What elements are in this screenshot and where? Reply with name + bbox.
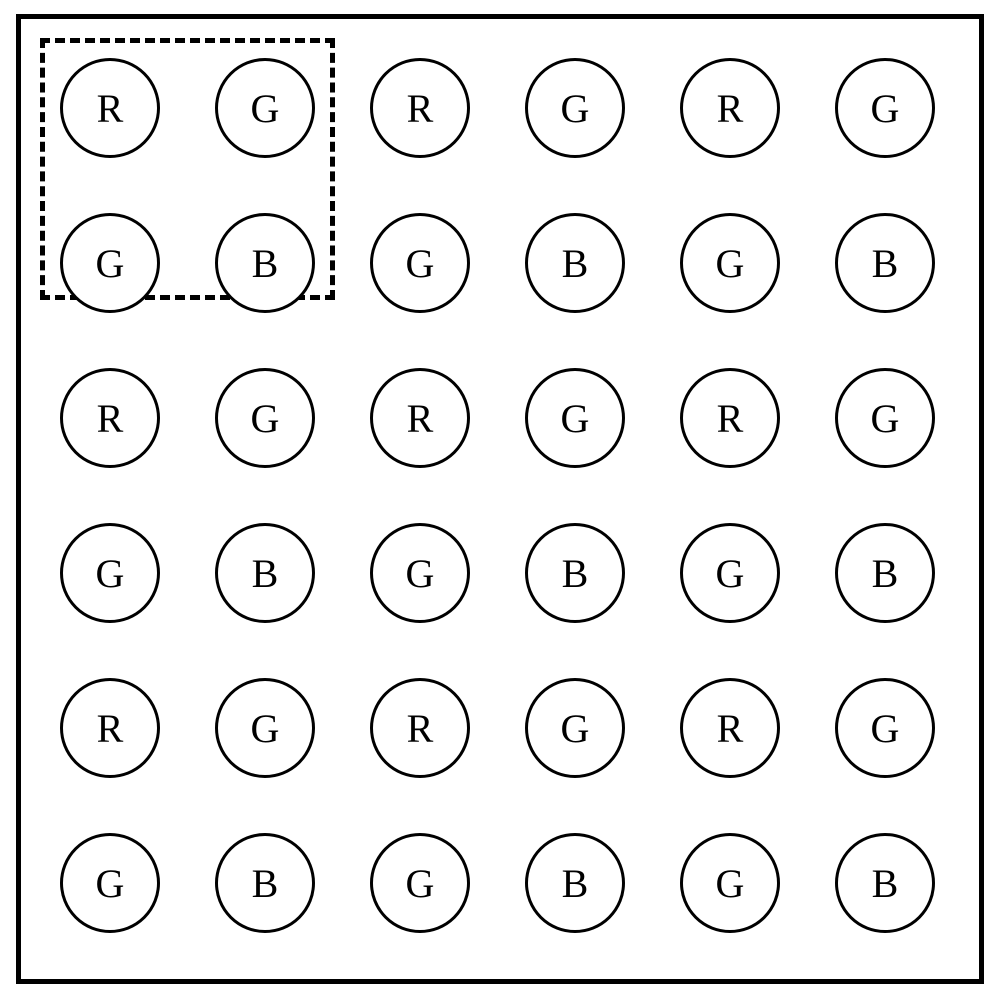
pixel-label: B bbox=[872, 240, 899, 287]
pixel-label: R bbox=[407, 705, 434, 752]
pixel-cell: G bbox=[525, 678, 625, 778]
pixel-label: B bbox=[562, 550, 589, 597]
pixel-cell: G bbox=[215, 678, 315, 778]
pixel-cell: B bbox=[215, 213, 315, 313]
pixel-label: G bbox=[406, 860, 435, 907]
pixel-label: B bbox=[872, 550, 899, 597]
pixel-label: G bbox=[716, 860, 745, 907]
pixel-label: G bbox=[406, 550, 435, 597]
pixel-label: B bbox=[562, 240, 589, 287]
pixel-label: R bbox=[407, 395, 434, 442]
pixel-cell: B bbox=[835, 213, 935, 313]
pixel-cell: R bbox=[60, 368, 160, 468]
pixel-label: R bbox=[717, 705, 744, 752]
pixel-cell: G bbox=[525, 368, 625, 468]
pixel-cell: B bbox=[835, 523, 935, 623]
pixel-cell: R bbox=[680, 678, 780, 778]
pixel-label: R bbox=[717, 85, 744, 132]
pixel-label: G bbox=[871, 705, 900, 752]
pixel-label: R bbox=[407, 85, 434, 132]
pixel-label: B bbox=[252, 550, 279, 597]
pixel-label: B bbox=[252, 860, 279, 907]
pixel-cell: G bbox=[370, 523, 470, 623]
pixel-cell: G bbox=[680, 213, 780, 313]
pixel-label: R bbox=[97, 705, 124, 752]
pixel-label: B bbox=[562, 860, 589, 907]
pixel-label: R bbox=[717, 395, 744, 442]
pixel-cell: R bbox=[680, 368, 780, 468]
pixel-label: G bbox=[96, 550, 125, 597]
pixel-cell: G bbox=[60, 833, 160, 933]
pixel-cell: G bbox=[680, 523, 780, 623]
pixel-label: R bbox=[97, 85, 124, 132]
pixel-label: G bbox=[96, 240, 125, 287]
pixel-cell: G bbox=[680, 833, 780, 933]
pixel-cell: G bbox=[215, 368, 315, 468]
pixel-cell: G bbox=[835, 678, 935, 778]
pixel-cell: B bbox=[525, 833, 625, 933]
pixel-label: G bbox=[406, 240, 435, 287]
pixel-cell: R bbox=[60, 58, 160, 158]
pixel-label: G bbox=[716, 240, 745, 287]
pixel-cell: B bbox=[215, 833, 315, 933]
pixel-cell: R bbox=[680, 58, 780, 158]
pixel-cell: G bbox=[60, 523, 160, 623]
pixel-label: G bbox=[251, 395, 280, 442]
pixel-label: G bbox=[561, 85, 590, 132]
pixel-cell: G bbox=[835, 368, 935, 468]
pixel-cell: R bbox=[370, 58, 470, 158]
pixel-cell: B bbox=[525, 213, 625, 313]
pixel-cell: G bbox=[370, 213, 470, 313]
pixel-label: G bbox=[251, 705, 280, 752]
pixel-cell: G bbox=[215, 58, 315, 158]
pixel-label: G bbox=[871, 395, 900, 442]
pixel-label: B bbox=[872, 860, 899, 907]
pixel-label: G bbox=[716, 550, 745, 597]
pixel-label: G bbox=[561, 395, 590, 442]
pixel-label: G bbox=[561, 705, 590, 752]
pixel-cell: R bbox=[370, 368, 470, 468]
pixel-label: G bbox=[96, 860, 125, 907]
pixel-cell: G bbox=[370, 833, 470, 933]
pixel-cell: B bbox=[215, 523, 315, 623]
pixel-cell: B bbox=[525, 523, 625, 623]
pixel-cell: R bbox=[370, 678, 470, 778]
pixel-label: R bbox=[97, 395, 124, 442]
pixel-label: G bbox=[871, 85, 900, 132]
pixel-cell: R bbox=[60, 678, 160, 778]
pixel-label: B bbox=[252, 240, 279, 287]
pixel-cell: G bbox=[525, 58, 625, 158]
pixel-cell: B bbox=[835, 833, 935, 933]
pixel-label: G bbox=[251, 85, 280, 132]
pixel-cell: G bbox=[60, 213, 160, 313]
pixel-cell: G bbox=[835, 58, 935, 158]
